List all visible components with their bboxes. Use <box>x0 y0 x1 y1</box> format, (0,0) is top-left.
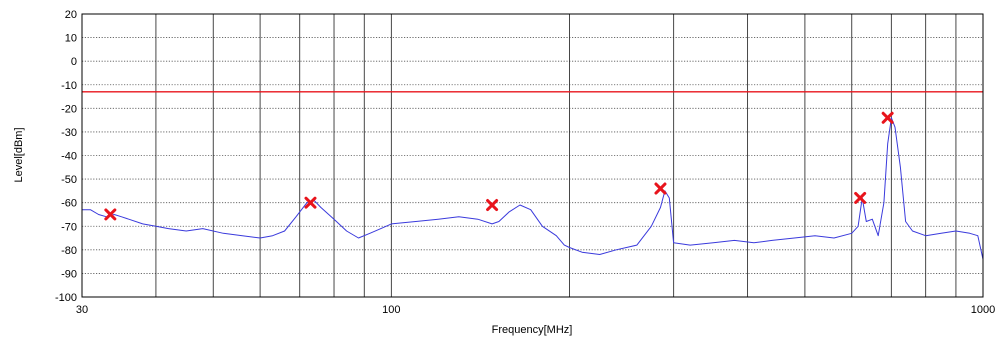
peak-marker <box>881 111 894 124</box>
peak-marker <box>654 182 667 195</box>
x-tick-labels: 30 100 1000 <box>76 304 995 316</box>
series-layer <box>82 117 984 260</box>
plot-frame <box>81 13 984 298</box>
x-tick-label: 30 <box>76 304 88 316</box>
y-tick-label: -50 <box>61 174 77 186</box>
x-tick-label: 1000 <box>971 304 995 316</box>
y-tick-label: -80 <box>61 245 77 257</box>
y-tick-label: -100 <box>55 292 77 304</box>
peak-marker <box>304 196 317 209</box>
peak-marker <box>104 208 117 221</box>
y-axis-title: Level[dBm] <box>13 127 25 182</box>
y-tick-label: -30 <box>61 127 77 139</box>
x-axis-title: Frequency[MHz] <box>492 324 573 336</box>
peak-marker-stroke <box>304 196 317 209</box>
peak-marker <box>486 199 499 212</box>
y-tick-label: -90 <box>61 268 77 280</box>
peak-marker <box>854 191 867 204</box>
grid <box>82 14 983 297</box>
y-tick-labels: 20 10 0 -10 -20 -30 -40 -50 -60 -70 -80 -90 -100 <box>55 9 77 304</box>
y-tick-label: -60 <box>61 198 77 210</box>
y-tick-label: -40 <box>61 151 77 163</box>
peak-marker-stroke <box>854 191 867 204</box>
y-tick-label: -20 <box>61 103 77 115</box>
peak-marker-stroke <box>486 199 499 212</box>
marker-layer <box>104 111 894 221</box>
y-tick-label: 10 <box>65 33 77 45</box>
series-line <box>82 117 984 260</box>
y-tick-label: -70 <box>61 221 77 233</box>
peak-marker-stroke <box>654 182 667 195</box>
y-tick-label: -10 <box>61 80 77 92</box>
peak-marker-stroke <box>104 208 117 221</box>
y-tick-label: 0 <box>71 56 77 68</box>
y-tick-label: 20 <box>65 9 77 21</box>
x-tick-label: 100 <box>382 304 400 316</box>
peak-marker-stroke <box>881 111 894 124</box>
